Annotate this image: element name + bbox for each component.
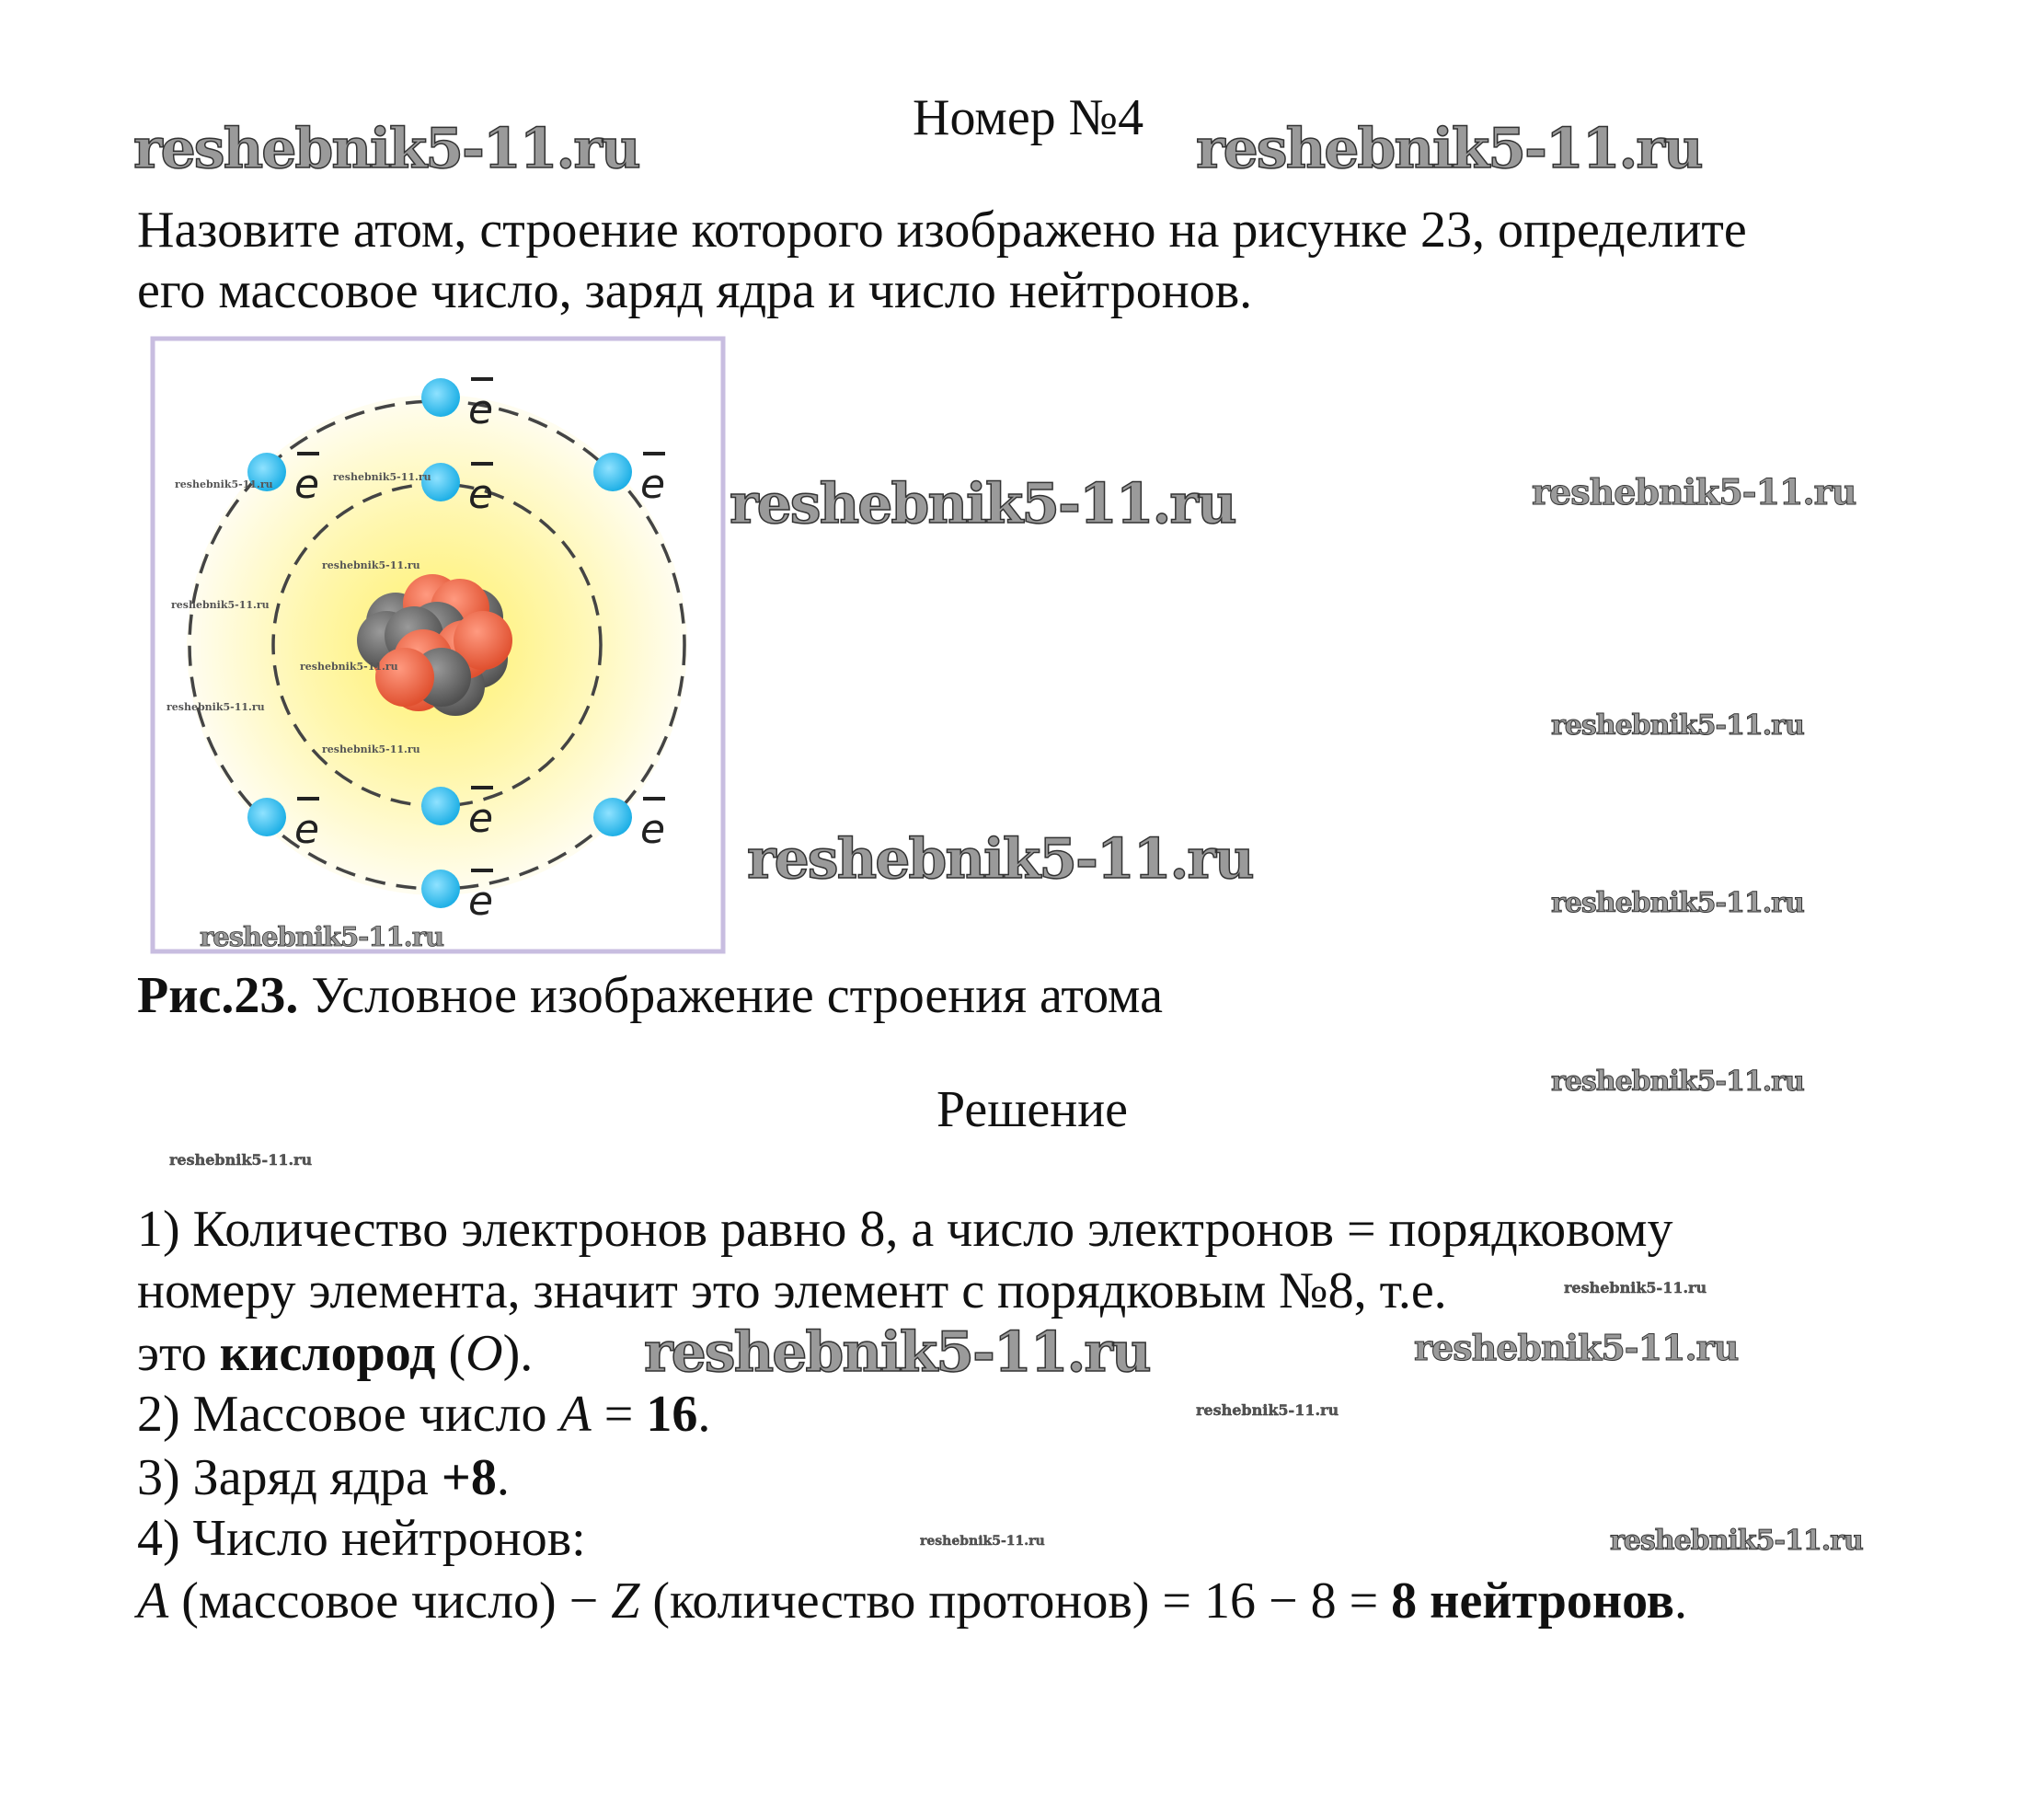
watermark: reshebnik5-11.ru <box>746 827 1255 892</box>
watermark: reshebnik5-11.ru <box>200 921 444 952</box>
figure-caption-text: Условное изображение строения атома <box>298 967 1163 1024</box>
watermark: reshebnik5-11.ru <box>1610 1525 1865 1557</box>
element-symbol: O <box>465 1325 503 1382</box>
problem-title: Номер №4 <box>913 89 1144 146</box>
text: . <box>697 1386 711 1443</box>
solution-line-4: 2) Массовое число A = 16. <box>137 1388 710 1440</box>
electron-label: e <box>468 795 493 842</box>
watermark: reshebnik5-11.ru <box>175 478 273 490</box>
watermark: reshebnik5-11.ru <box>132 117 641 181</box>
solution-line-3: это кислород (O). <box>137 1328 533 1379</box>
watermark: reshebnik5-11.ru <box>1551 1066 1806 1098</box>
text: . <box>1674 1572 1688 1630</box>
solution-line-6: 4) Число нейтронов: <box>137 1510 586 1567</box>
mass-number: 16 <box>646 1386 698 1443</box>
text: ( <box>435 1325 466 1382</box>
text: = <box>591 1386 647 1443</box>
watermark: reshebnik5-11.ru <box>1413 1327 1739 1368</box>
watermark: reshebnik5-11.ru <box>167 701 265 713</box>
electron <box>421 378 460 417</box>
neutron-count: 8 нейтронов <box>1391 1572 1675 1630</box>
watermark: reshebnik5-11.ru <box>1564 1279 1707 1296</box>
electron-label: e <box>294 461 319 508</box>
electron <box>247 453 286 491</box>
element-name: кислород <box>219 1325 436 1382</box>
electron <box>421 463 460 501</box>
nucleus <box>357 574 512 716</box>
watermark: reshebnik5-11.ru <box>1195 117 1704 181</box>
watermark: reshebnik5-11.ru <box>333 471 431 483</box>
electron <box>247 798 286 836</box>
watermark: reshebnik5-11.ru <box>729 472 1237 536</box>
text: ). <box>502 1325 534 1382</box>
figure-caption: Рис.23. Условное изображение строения ат… <box>137 970 1163 1021</box>
watermark: reshebnik5-11.ru <box>1551 709 1806 742</box>
watermark: reshebnik5-11.ru <box>1551 887 1806 919</box>
watermark: reshebnik5-11.ru <box>322 743 420 755</box>
watermark: reshebnik5-11.ru <box>643 1320 1152 1385</box>
symbol-z: Z <box>611 1572 640 1630</box>
electron <box>421 870 460 908</box>
electron-label: e <box>640 461 665 508</box>
text: 3) Заряд ядра <box>137 1449 442 1506</box>
solution-line-5: 3) Заряд ядра +8. <box>137 1452 510 1503</box>
watermark: reshebnik5-11.ru <box>171 599 270 611</box>
electron <box>593 798 632 836</box>
electron <box>593 453 632 491</box>
solution-line-1: 1) Количество электронов равно 8, а числ… <box>137 1201 1673 1258</box>
watermark: reshebnik5-11.ru <box>300 661 398 673</box>
solution-line-2: номеру элемента, значит это элемент с по… <box>137 1262 1447 1319</box>
text: (количество протонов) = 16 − 8 = <box>639 1572 1392 1630</box>
solution-line-7: A (массовое число) − Z (количество прото… <box>137 1575 1687 1627</box>
problem-text-line-2: его массовое число, заряд ядра и число н… <box>137 262 1253 319</box>
text: 2) Массовое число <box>137 1386 560 1443</box>
watermark: reshebnik5-11.ru <box>169 1151 313 1169</box>
figure-number: Рис.23. <box>137 967 299 1024</box>
text: . <box>496 1449 510 1506</box>
watermark: reshebnik5-11.ru <box>920 1534 1045 1549</box>
proton <box>454 611 512 670</box>
solution-heading: Решение <box>937 1081 1129 1138</box>
watermark: reshebnik5-11.ru <box>322 559 420 571</box>
symbol-a: A <box>559 1386 592 1443</box>
problem-text-line-1: Назовите атом, строение которого изображ… <box>137 202 1747 259</box>
text: это <box>137 1325 220 1382</box>
watermark: reshebnik5-11.ru <box>1531 471 1856 513</box>
text: (массовое число) − <box>168 1572 612 1630</box>
electron-label: e <box>468 878 493 925</box>
proton <box>375 648 434 707</box>
electron-label: e <box>294 806 319 853</box>
electron <box>421 787 460 825</box>
electron-label: e <box>468 471 493 518</box>
watermark: reshebnik5-11.ru <box>1196 1401 1339 1419</box>
electron-label: e <box>640 806 665 853</box>
electron-label: e <box>468 386 493 433</box>
nuclear-charge: +8 <box>441 1449 497 1506</box>
symbol-a: A <box>137 1572 169 1630</box>
